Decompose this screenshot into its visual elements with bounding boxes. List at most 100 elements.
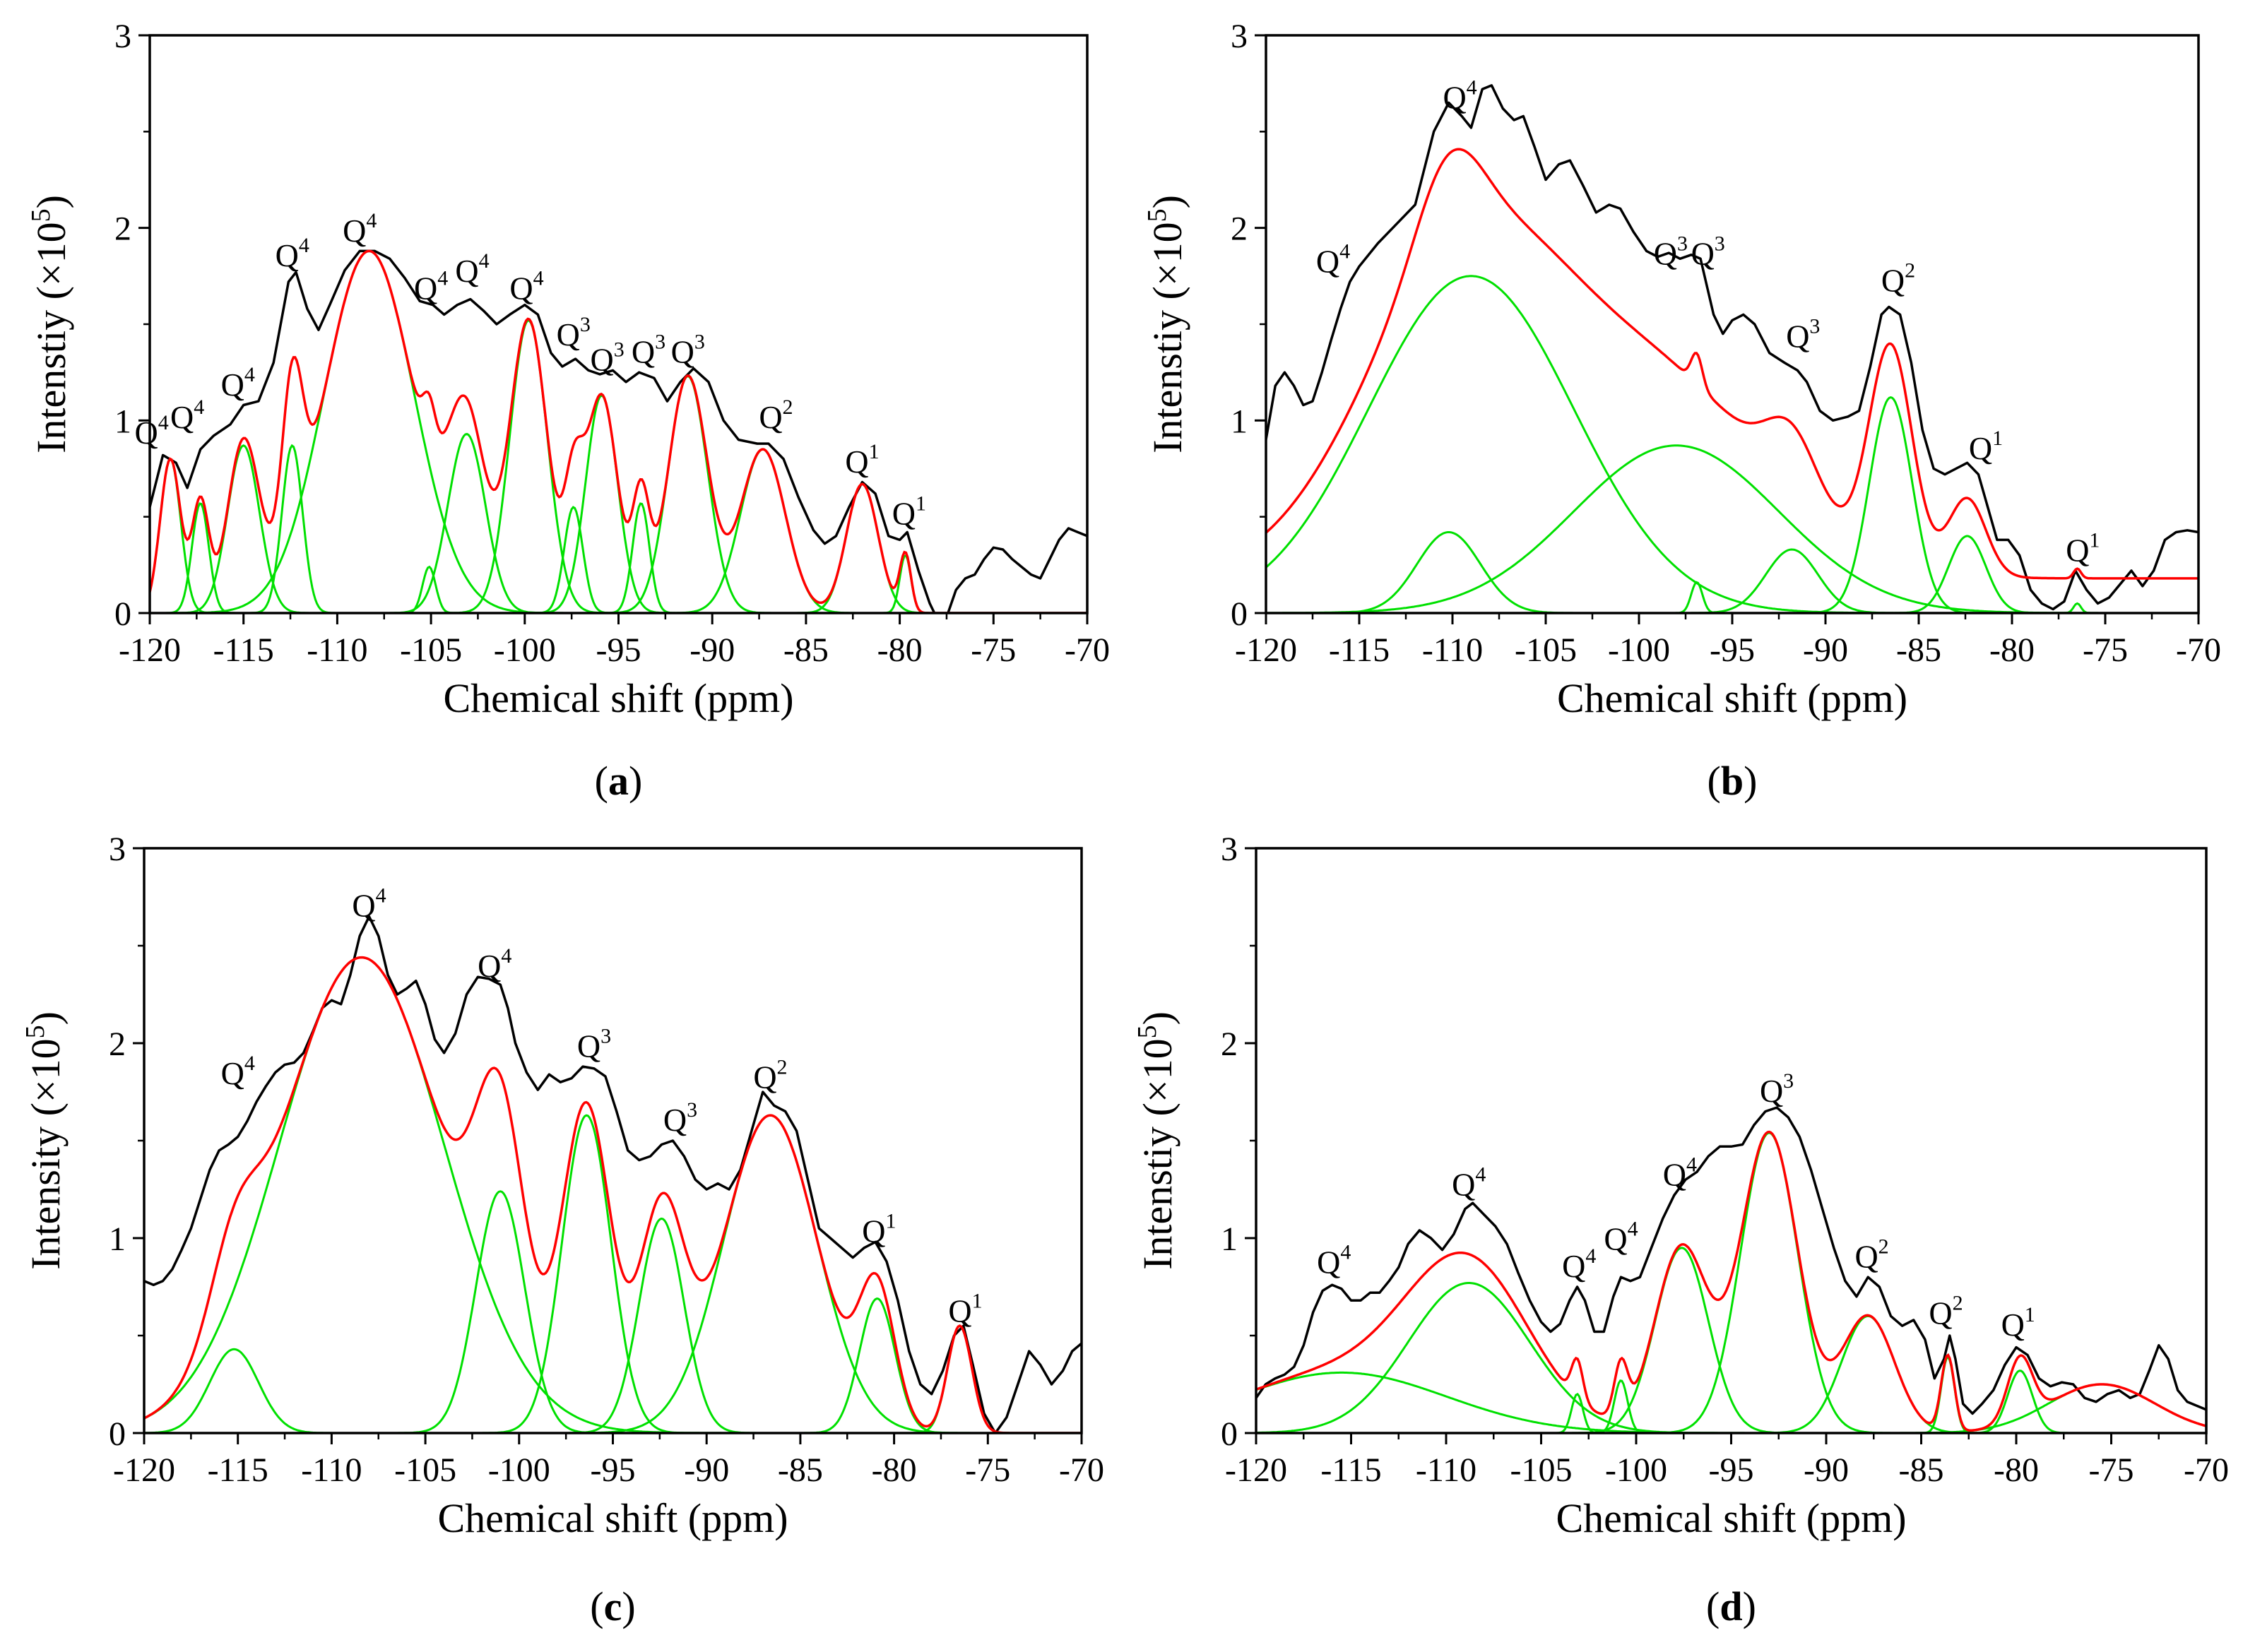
y-tick-label: 2 <box>109 1026 126 1063</box>
peak-label: Q4 <box>478 944 511 984</box>
x-axis-title: Chemical shift (ppm) <box>437 1495 788 1541</box>
peak-label-base: Q <box>1786 319 1809 355</box>
y-tick-label: 1 <box>1231 403 1248 440</box>
peak-label: Q4 <box>221 363 255 403</box>
peak-label-exponent: 3 <box>1783 1069 1794 1093</box>
x-tick-label: -85 <box>783 631 829 669</box>
y-tick-label: 3 <box>1231 18 1248 55</box>
y-tick-label: 3 <box>109 831 126 868</box>
x-tick-label: -100 <box>488 1451 550 1489</box>
peak-label: Q3 <box>1691 232 1725 271</box>
peak-label-base: Q <box>170 399 194 435</box>
y-axis-title: Intenstiy (×105) <box>1142 195 1190 453</box>
y-axis-title-close: ) <box>28 195 74 208</box>
peak-label: Q4 <box>1604 1218 1638 1257</box>
x-tick-label: -80 <box>1994 1451 2039 1489</box>
y-axis-title: Intenstiy (×105) <box>26 195 74 453</box>
x-tick-label: -110 <box>1416 1451 1476 1489</box>
y-tick-label: 0 <box>1231 595 1248 633</box>
peak-label: Q3 <box>1786 315 1820 355</box>
peak-label-base: Q <box>948 1293 971 1329</box>
fit-curve <box>150 249 1087 613</box>
panel-label: (a) <box>595 758 643 804</box>
peak-label-exponent: 1 <box>916 492 926 516</box>
peak-label-exponent: 1 <box>869 440 880 463</box>
peak-label: Q4 <box>1663 1153 1697 1192</box>
peak-label: Q4 <box>455 249 489 289</box>
panel-label: (d) <box>1706 1583 1756 1629</box>
x-tick-label: -110 <box>307 631 367 669</box>
x-tick-label: -70 <box>2184 1451 2229 1489</box>
fit-curve <box>1266 148 2198 580</box>
peak-label: Q1 <box>2001 1303 2035 1343</box>
y-axis-title-text: Intenstiy (×10 <box>28 222 74 453</box>
component-curve <box>144 1114 1082 1433</box>
peak-label-exponent: 4 <box>158 411 169 434</box>
x-tick-label: -115 <box>1329 631 1390 669</box>
x-tick-label: -75 <box>2083 631 2128 669</box>
panel-label-open: ( <box>595 758 608 804</box>
x-tick-label: -105 <box>1515 631 1577 669</box>
x-tick-label: -120 <box>119 631 181 669</box>
peak-label-exponent: 4 <box>299 234 309 257</box>
panel-label: (c) <box>590 1583 635 1629</box>
peak-label-exponent: 4 <box>194 396 204 419</box>
component-curve <box>1256 1383 2206 1433</box>
panel-b: -120 -115 -110 -105 -100 -95 -90 -85 -80 -75 -70 0 1… <box>1142 18 2221 804</box>
peak-label-base: Q <box>1317 1244 1340 1280</box>
panel-label-letter: b <box>1721 758 1744 804</box>
component-curve <box>144 1348 1082 1433</box>
y-axis-title: Intenstiy (×105) <box>1132 1011 1180 1270</box>
y-axis-title: Intensity (×105) <box>20 1011 69 1270</box>
peak-label-base: Q <box>759 399 782 435</box>
x-tick-label: -80 <box>1989 631 2035 669</box>
peak-label-base: Q <box>1443 80 1466 116</box>
y-tick-label: 3 <box>114 18 131 55</box>
peak-label-exponent: 3 <box>655 331 665 354</box>
peak-label-base: Q <box>509 271 533 307</box>
peak-label-exponent: 4 <box>1628 1218 1638 1241</box>
peak-label: Q4 <box>170 396 204 435</box>
peak-label-base: Q <box>577 1028 600 1064</box>
peak-label-exponent: 3 <box>687 1098 697 1122</box>
x-tick-label: -110 <box>301 1451 362 1489</box>
peak-label-exponent: 1 <box>885 1210 896 1233</box>
component-curve <box>1266 548 2198 613</box>
peak-label-exponent: 3 <box>1715 232 1725 255</box>
x-tick-label: -110 <box>1422 631 1483 669</box>
peak-label-exponent: 2 <box>1878 1235 1889 1258</box>
peak-label-base: Q <box>845 444 868 480</box>
peak-label-exponent: 3 <box>600 1024 611 1047</box>
experimental-curve <box>1256 1106 2206 1415</box>
peak-label: Q3 <box>663 1098 697 1138</box>
x-axis-title: Chemical shift (ppm) <box>1557 675 1907 721</box>
component-curve <box>150 249 1087 613</box>
y-axis-title-text: Intenstiy (×10 <box>1144 222 1190 453</box>
x-tick-label: -120 <box>1235 631 1297 669</box>
peak-label: Q3 <box>1760 1069 1794 1109</box>
panel-label: (b) <box>1708 758 1758 804</box>
peak-label-exponent: 3 <box>1677 232 1688 255</box>
y-tick-label: 0 <box>114 595 131 633</box>
panel-c: -120 -115 -110 -105 -100 -95 -90 -85 -80 -75 -70 0 1… <box>20 831 1104 1629</box>
x-tick-label: -70 <box>1059 1451 1104 1489</box>
peak-label-exponent: 1 <box>2089 528 2100 552</box>
peak-label: Q1 <box>948 1290 982 1329</box>
peak-label-base: Q <box>414 271 437 307</box>
peak-label-base: Q <box>1881 263 1905 299</box>
y-axis-title-close: ) <box>23 1011 69 1025</box>
component-curve <box>1256 1369 2206 1433</box>
component-curve <box>150 444 1087 613</box>
x-tick-label: -100 <box>494 631 556 669</box>
y-tick-label: 2 <box>1221 1026 1238 1063</box>
peak-label-exponent: 4 <box>1475 1163 1486 1186</box>
peak-label: Q1 <box>845 440 879 480</box>
peak-label-exponent: 4 <box>1585 1244 1596 1268</box>
peak-label-exponent: 2 <box>1905 259 1915 283</box>
peak-label-base: Q <box>557 316 580 352</box>
panel-label-letter: a <box>608 758 629 804</box>
peak-label: Q4 <box>1317 1241 1351 1280</box>
peak-label: Q4 <box>1452 1163 1486 1202</box>
x-tick-label: -85 <box>778 1451 823 1489</box>
peak-label-base: Q <box>343 213 366 249</box>
